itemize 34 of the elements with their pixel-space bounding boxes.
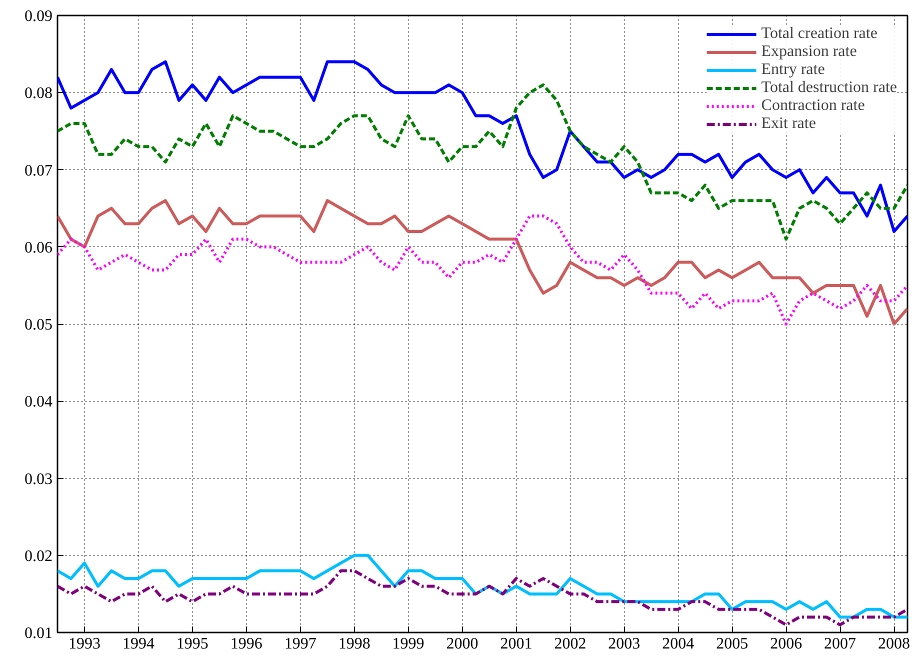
- x-tick-label: 1997: [284, 636, 316, 652]
- x-tick-label: 1995: [176, 636, 208, 652]
- x-tick-label: 2004: [662, 636, 694, 652]
- line-series: [58, 554, 908, 619]
- x-tick-label: 1999: [392, 636, 424, 652]
- y-tick-label: 0.09: [24, 8, 52, 25]
- x-tick-label: 2002: [554, 636, 586, 652]
- x-tick-label: 1998: [338, 636, 370, 652]
- x-tick-label: 2005: [716, 636, 748, 652]
- line-series: [58, 60, 908, 233]
- x-tick-label: 2001: [500, 636, 532, 652]
- y-tick-label: 0.08: [24, 85, 52, 102]
- x-tick-label: 1996: [230, 636, 262, 652]
- x-tick-label: 2007: [824, 636, 856, 652]
- y-tick-label: 0.07: [24, 162, 52, 180]
- y-tick-label: 0.06: [24, 239, 52, 256]
- x-tick-label: 2003: [608, 636, 640, 652]
- y-tick-label: 0.02: [24, 548, 52, 565]
- legend-label: Total creation rate: [761, 25, 878, 43]
- line-series: [58, 569, 908, 626]
- y-tick-label: 0.03: [24, 470, 52, 488]
- x-tick-label: 2008: [878, 636, 910, 652]
- x-tick-label: 2006: [770, 636, 802, 652]
- y-tick-label: 0.04: [24, 394, 52, 411]
- legend-label: Contraction rate: [761, 97, 865, 115]
- x-tick-label: 1994: [122, 636, 154, 652]
- y-tick-label: 0.01: [24, 625, 52, 642]
- legend-label: Total destruction rate: [761, 79, 897, 97]
- legend-label: Entry rate: [761, 61, 825, 79]
- x-tick-label: 2000: [446, 636, 478, 652]
- x-tick-label: 1993: [68, 636, 100, 652]
- y-tick-label: 0.05: [24, 316, 52, 334]
- legend-label: Exit rate: [761, 115, 816, 133]
- legend-label: Expansion rate: [761, 43, 857, 61]
